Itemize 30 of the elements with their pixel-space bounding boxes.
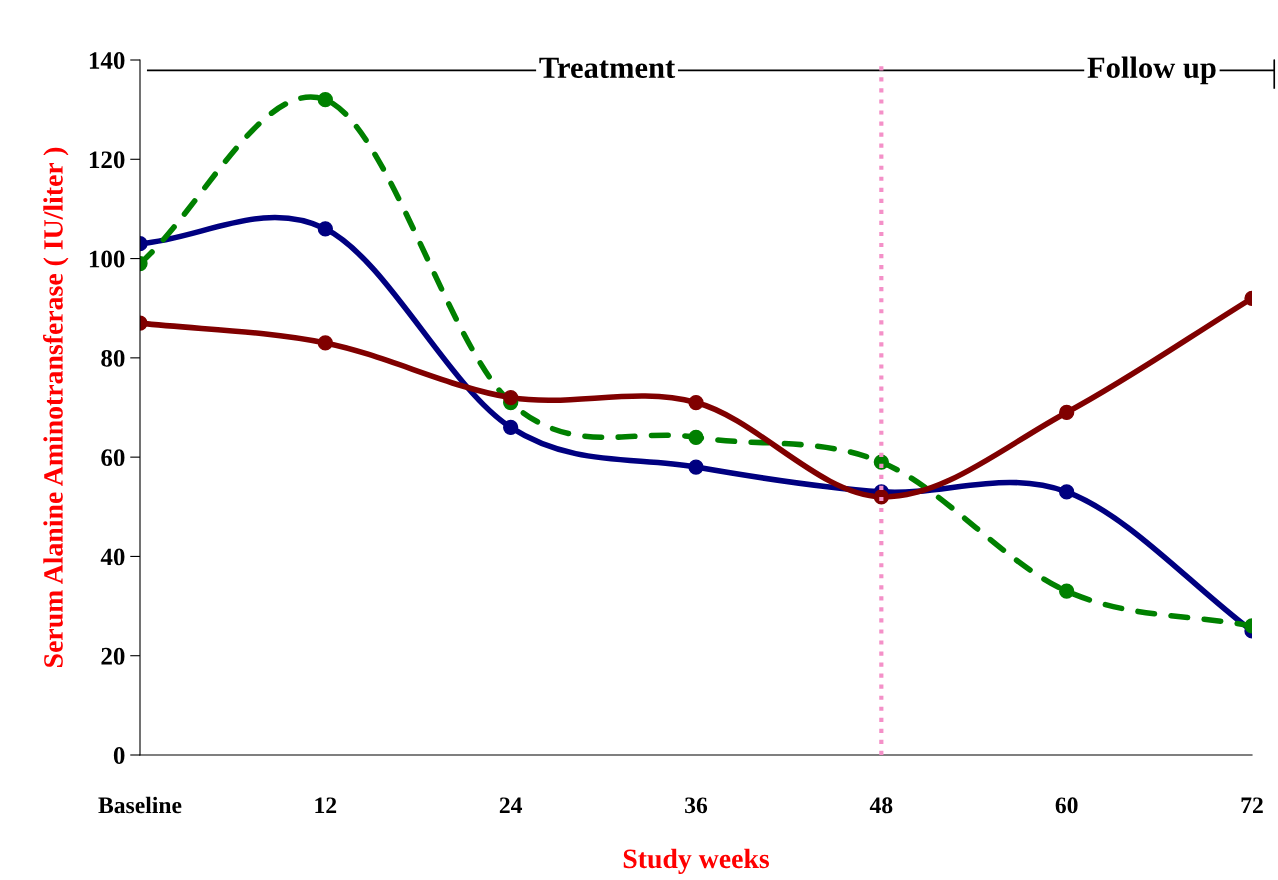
point: [317, 221, 333, 237]
y-tick-label: 120: [89, 151, 125, 169]
x-tick-label: 24: [499, 797, 523, 814]
x-tick-label: Baseline: [98, 796, 182, 814]
annotation: Treatment: [539, 57, 676, 79]
x-tick-label: 72: [1241, 797, 1263, 814]
y-tick-label: 140: [89, 52, 125, 69]
y-tick-label: 100: [89, 250, 125, 268]
x-axis-title: Study weeks: [623, 848, 770, 874]
point: [1059, 484, 1075, 500]
point: [688, 429, 704, 445]
x-tick-label: 12: [315, 797, 337, 814]
point: [688, 459, 704, 475]
point: [503, 389, 519, 406]
y-tick-label: 40: [100, 548, 125, 566]
y-axis-title: Serum Alanine Aminotransferase ( IU/liter ): [43, 147, 69, 667]
y-tick-label: 80: [101, 349, 125, 367]
point: [688, 394, 704, 411]
x-tick-label: 36: [685, 797, 708, 814]
point: [503, 419, 519, 435]
x-tick-label: 48: [869, 797, 893, 814]
annotation: Follow up: [1087, 56, 1216, 85]
point: [1059, 404, 1075, 421]
x-tick-label: 60: [1055, 797, 1078, 814]
y-tick-label: 60: [101, 449, 125, 467]
y-tick-label: 0: [113, 747, 125, 764]
point: [317, 335, 333, 351]
y-tick-label: 20: [101, 647, 125, 665]
point: [317, 92, 333, 108]
point: [1059, 583, 1075, 599]
